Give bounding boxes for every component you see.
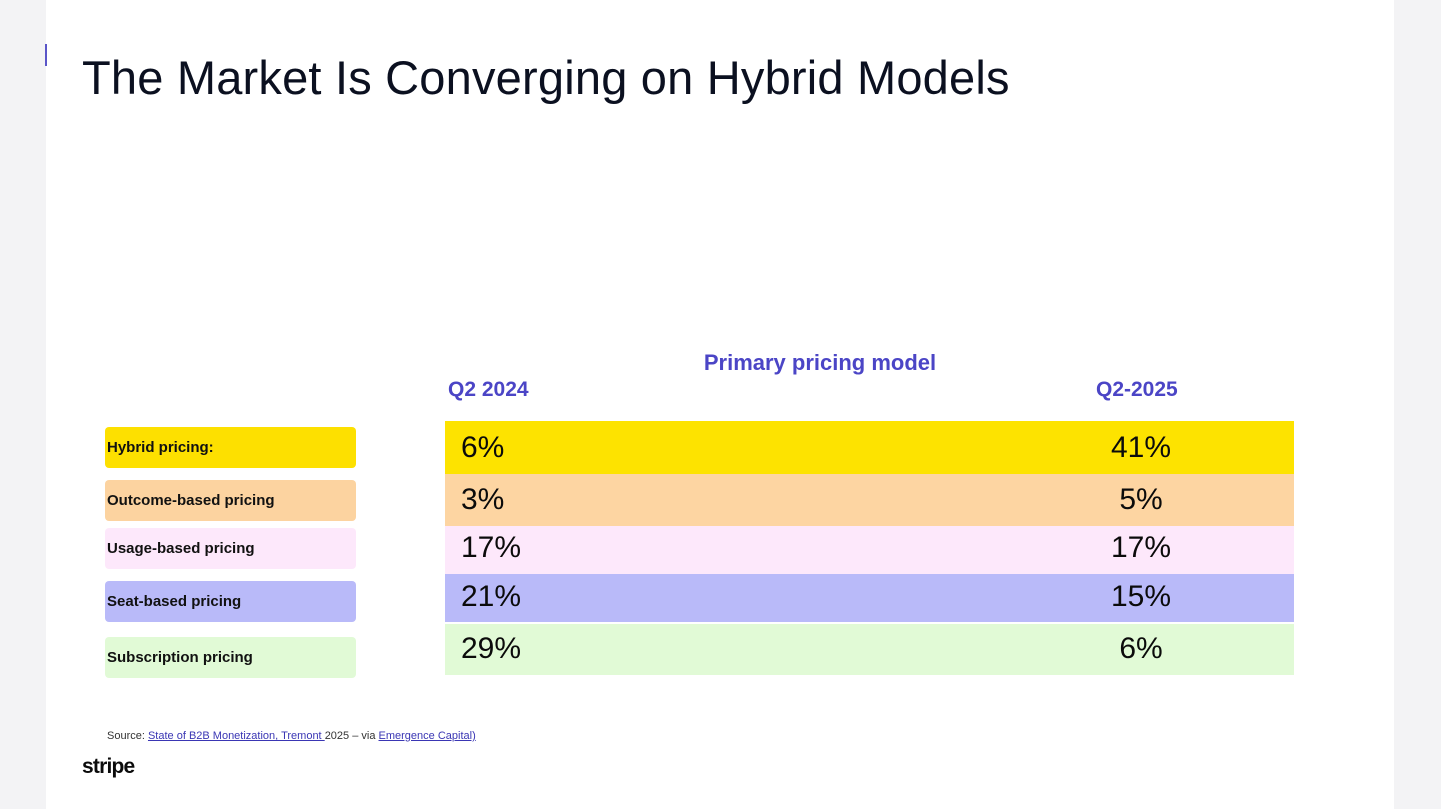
row-label-outcome: Outcome-based pricing xyxy=(105,480,356,521)
row-band-subscription xyxy=(445,624,1294,675)
source-middle: 2025 – via xyxy=(324,730,379,742)
table-heading: Primary pricing model xyxy=(703,350,937,375)
value-hybrid-q2-2024: 6% xyxy=(461,431,505,464)
row-band-outcome xyxy=(445,474,1294,526)
row-band-hybrid xyxy=(445,421,1294,474)
slide-canvas xyxy=(46,0,1394,809)
row-label-seat: Seat-based pricing xyxy=(105,581,356,622)
source-link-emergence[interactable]: Emergence Capital) xyxy=(378,730,476,742)
source-link-tremont[interactable]: State of B2B Monetization, Tremont xyxy=(147,730,325,742)
column-header-q2-2024: Q2 2024 xyxy=(448,378,529,401)
column-header-q2-2025: Q2-2025 xyxy=(1096,378,1178,401)
value-subscription-q2-2025: 6% xyxy=(1119,632,1163,665)
stripe-logo: stripe xyxy=(82,755,135,778)
row-label-usage: Usage-based pricing xyxy=(105,528,356,569)
value-usage-q2-2024: 17% xyxy=(461,531,522,564)
value-outcome-q2-2024: 3% xyxy=(461,483,505,516)
value-hybrid-q2-2025: 41% xyxy=(1110,431,1172,464)
slide-edge-marker xyxy=(45,44,47,66)
value-usage-q2-2025: 17% xyxy=(1110,531,1172,564)
row-band-usage xyxy=(445,526,1294,574)
value-seat-q2-2025: 15% xyxy=(1110,580,1172,613)
value-seat-q2-2024: 21% xyxy=(461,580,522,613)
source-citation: Source: State of B2B Monetization, Tremo… xyxy=(107,730,476,742)
source-prefix: Source: xyxy=(107,730,148,742)
value-outcome-q2-2025: 5% xyxy=(1119,483,1163,516)
row-band-seat xyxy=(445,574,1294,622)
row-label-hybrid: Hybrid pricing: xyxy=(105,427,356,468)
slide-title: The Market Is Converging on Hybrid Model… xyxy=(82,51,1010,104)
row-label-subscription: Subscription pricing xyxy=(105,637,356,678)
value-subscription-q2-2024: 29% xyxy=(461,632,522,665)
